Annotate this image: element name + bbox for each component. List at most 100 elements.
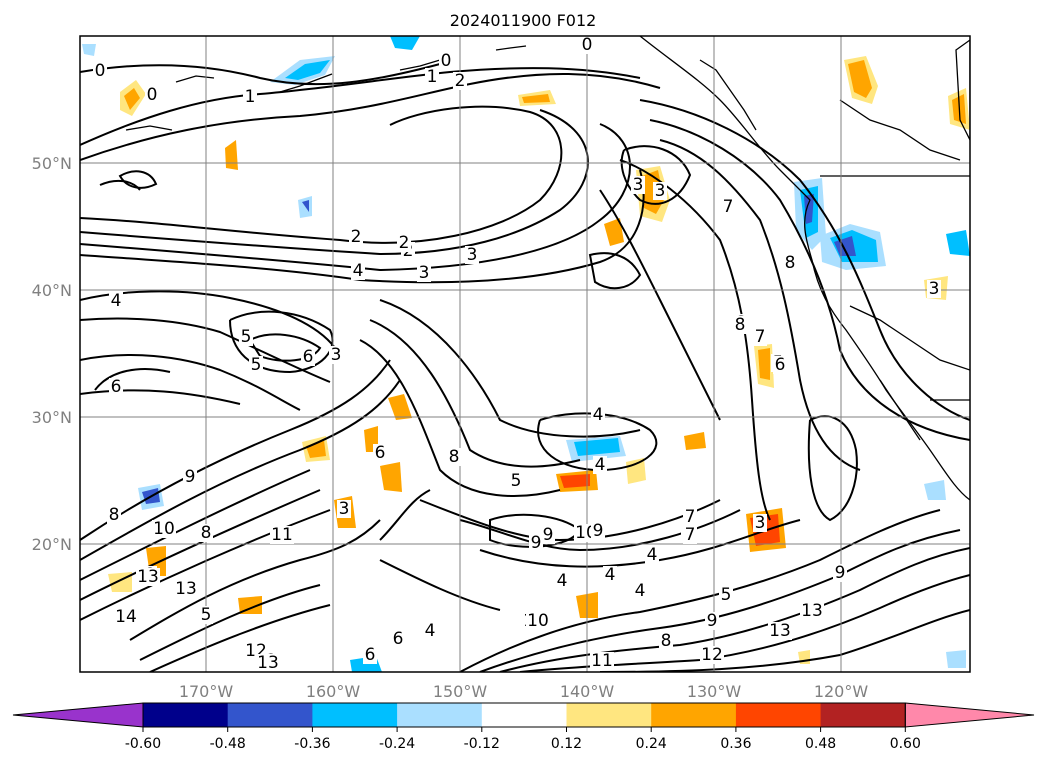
contour-label-bg: [373, 444, 387, 462]
lon-label: 160°W: [306, 682, 361, 701]
contour-label: 6: [303, 347, 314, 367]
contour-label: 9: [835, 563, 846, 583]
coastlines: [125, 36, 970, 501]
contour-label-bg: [256, 654, 280, 672]
contour-label: 0: [582, 35, 593, 55]
map-title: 2024011900 F012: [450, 11, 597, 30]
colorbar-tick-label: -0.12: [464, 736, 500, 752]
contour-label-bg: [174, 580, 198, 598]
colorbar-tick-label: 0.36: [720, 736, 751, 752]
contour-label-bg: [633, 582, 647, 600]
contour-label-bg: [753, 328, 767, 346]
contour-label: 2: [399, 233, 410, 253]
contour-label: 13: [801, 601, 823, 621]
contour-label: 4: [635, 581, 646, 601]
contour-label: 8: [785, 253, 796, 273]
contour-label-bg: [109, 378, 123, 396]
contour-label: 9: [185, 467, 196, 487]
contour-label-bg: [773, 356, 787, 374]
contour-label-bg: [391, 630, 405, 648]
contour-label-bg: [447, 448, 461, 466]
contour-label: 4: [605, 565, 616, 585]
contour-label: 1: [427, 67, 438, 87]
longitude-labels: 170°W 160°W 150°W 140°W 130°W 120°W: [179, 682, 869, 701]
contour-label: 9: [593, 521, 604, 541]
contour-label-bg: [683, 508, 697, 526]
contour-label: 10: [527, 611, 549, 631]
colorbar-cell: [820, 703, 906, 727]
colorbar-cell: [397, 703, 483, 727]
contour-label-bg: [590, 652, 614, 670]
contour-label-bg: [239, 328, 253, 346]
contour-label-bg: [301, 348, 315, 366]
contour-label: 0: [147, 85, 158, 105]
contour-label-bg: [659, 632, 673, 650]
contour-label: 3: [655, 181, 666, 201]
contour-label: 5: [721, 585, 732, 605]
contour-label: 7: [685, 507, 696, 527]
contour-label-bg: [329, 346, 343, 364]
contour-label: 3: [339, 499, 350, 519]
contour-label-bg: [768, 622, 792, 640]
contour-label: 3: [633, 175, 644, 195]
contour-label-bg: [631, 176, 645, 194]
colorbar: -0.60 -0.48 -0.36 -0.24 -0.12 0.12 0.24 0.36 0.4…: [12, 702, 1035, 752]
contour-label-bg: [114, 608, 138, 626]
contour-label: 13: [769, 621, 791, 641]
contour-label: 12: [701, 645, 723, 665]
contour-label-bg: [270, 526, 294, 544]
contour-label: 5: [511, 471, 522, 491]
contour-label: 9: [707, 611, 718, 631]
contour-label-bg: [783, 254, 797, 272]
colorbar-tick-label: 0.12: [551, 736, 582, 752]
contour-label-bg: [453, 72, 467, 90]
contour-label-bg: [927, 280, 941, 298]
contour-label-bg: [593, 456, 607, 474]
contour-label: 3: [755, 513, 766, 533]
contour-label: 10: [153, 519, 175, 539]
colorbar-extend-max: [904, 702, 1035, 728]
contour-label-bg: [603, 566, 617, 584]
contour-label: 6: [775, 355, 786, 375]
contour-label: 7: [755, 327, 766, 347]
colorbar-cell: [143, 703, 229, 727]
contour-label: 13: [137, 567, 159, 587]
contour-label: 2: [351, 227, 362, 247]
map-panel: 0001120222343345556676844569891011810981…: [79, 35, 971, 673]
colorbar-tick-label: 0.24: [636, 736, 667, 752]
contour-label: 6: [111, 377, 122, 397]
colorbar-cell: [735, 703, 822, 727]
latitude-labels: 50°N 40°N 30°N 20°N: [32, 154, 72, 554]
contour-label-bg: [351, 262, 365, 280]
colorbar-tick-label: -0.48: [210, 736, 246, 752]
contour-label: 3: [929, 279, 940, 299]
colorbar-cell: [566, 703, 652, 727]
contour-label-bg: [199, 606, 213, 624]
contour-label: 3: [467, 245, 478, 265]
contour-label-bg: [509, 472, 523, 490]
contour-label-bg: [591, 406, 605, 424]
colorbar-tick-label: -0.36: [294, 736, 330, 752]
contour-label: 8: [201, 523, 212, 543]
contour-label: 0: [95, 61, 106, 81]
contour-label-bg: [465, 246, 479, 264]
contour-label-bg: [337, 500, 351, 518]
contour-label-bg: [183, 468, 197, 486]
contour-label-bg: [591, 522, 605, 540]
contour-label-bg: [349, 228, 363, 246]
contour-label-bg: [417, 264, 431, 282]
colorbar-tick-label: 0.48: [805, 736, 836, 752]
contour-label: 5: [251, 355, 262, 375]
contour-label: 8: [109, 505, 120, 525]
contour-label-bg: [529, 534, 543, 552]
contour-labels: 0001120222343345556676844569891011810981…: [93, 35, 941, 673]
colorbar-tick-label: 0.60: [890, 736, 921, 752]
contour-label-bg: [249, 356, 263, 374]
contour-label-bg: [645, 546, 659, 564]
map-background: [80, 36, 970, 672]
contour-label: 13: [257, 653, 279, 673]
contour-label: 6: [375, 443, 386, 463]
contour-label-bg: [700, 646, 724, 664]
contour-label: 9: [531, 533, 542, 553]
contour-label: 0: [441, 51, 452, 71]
